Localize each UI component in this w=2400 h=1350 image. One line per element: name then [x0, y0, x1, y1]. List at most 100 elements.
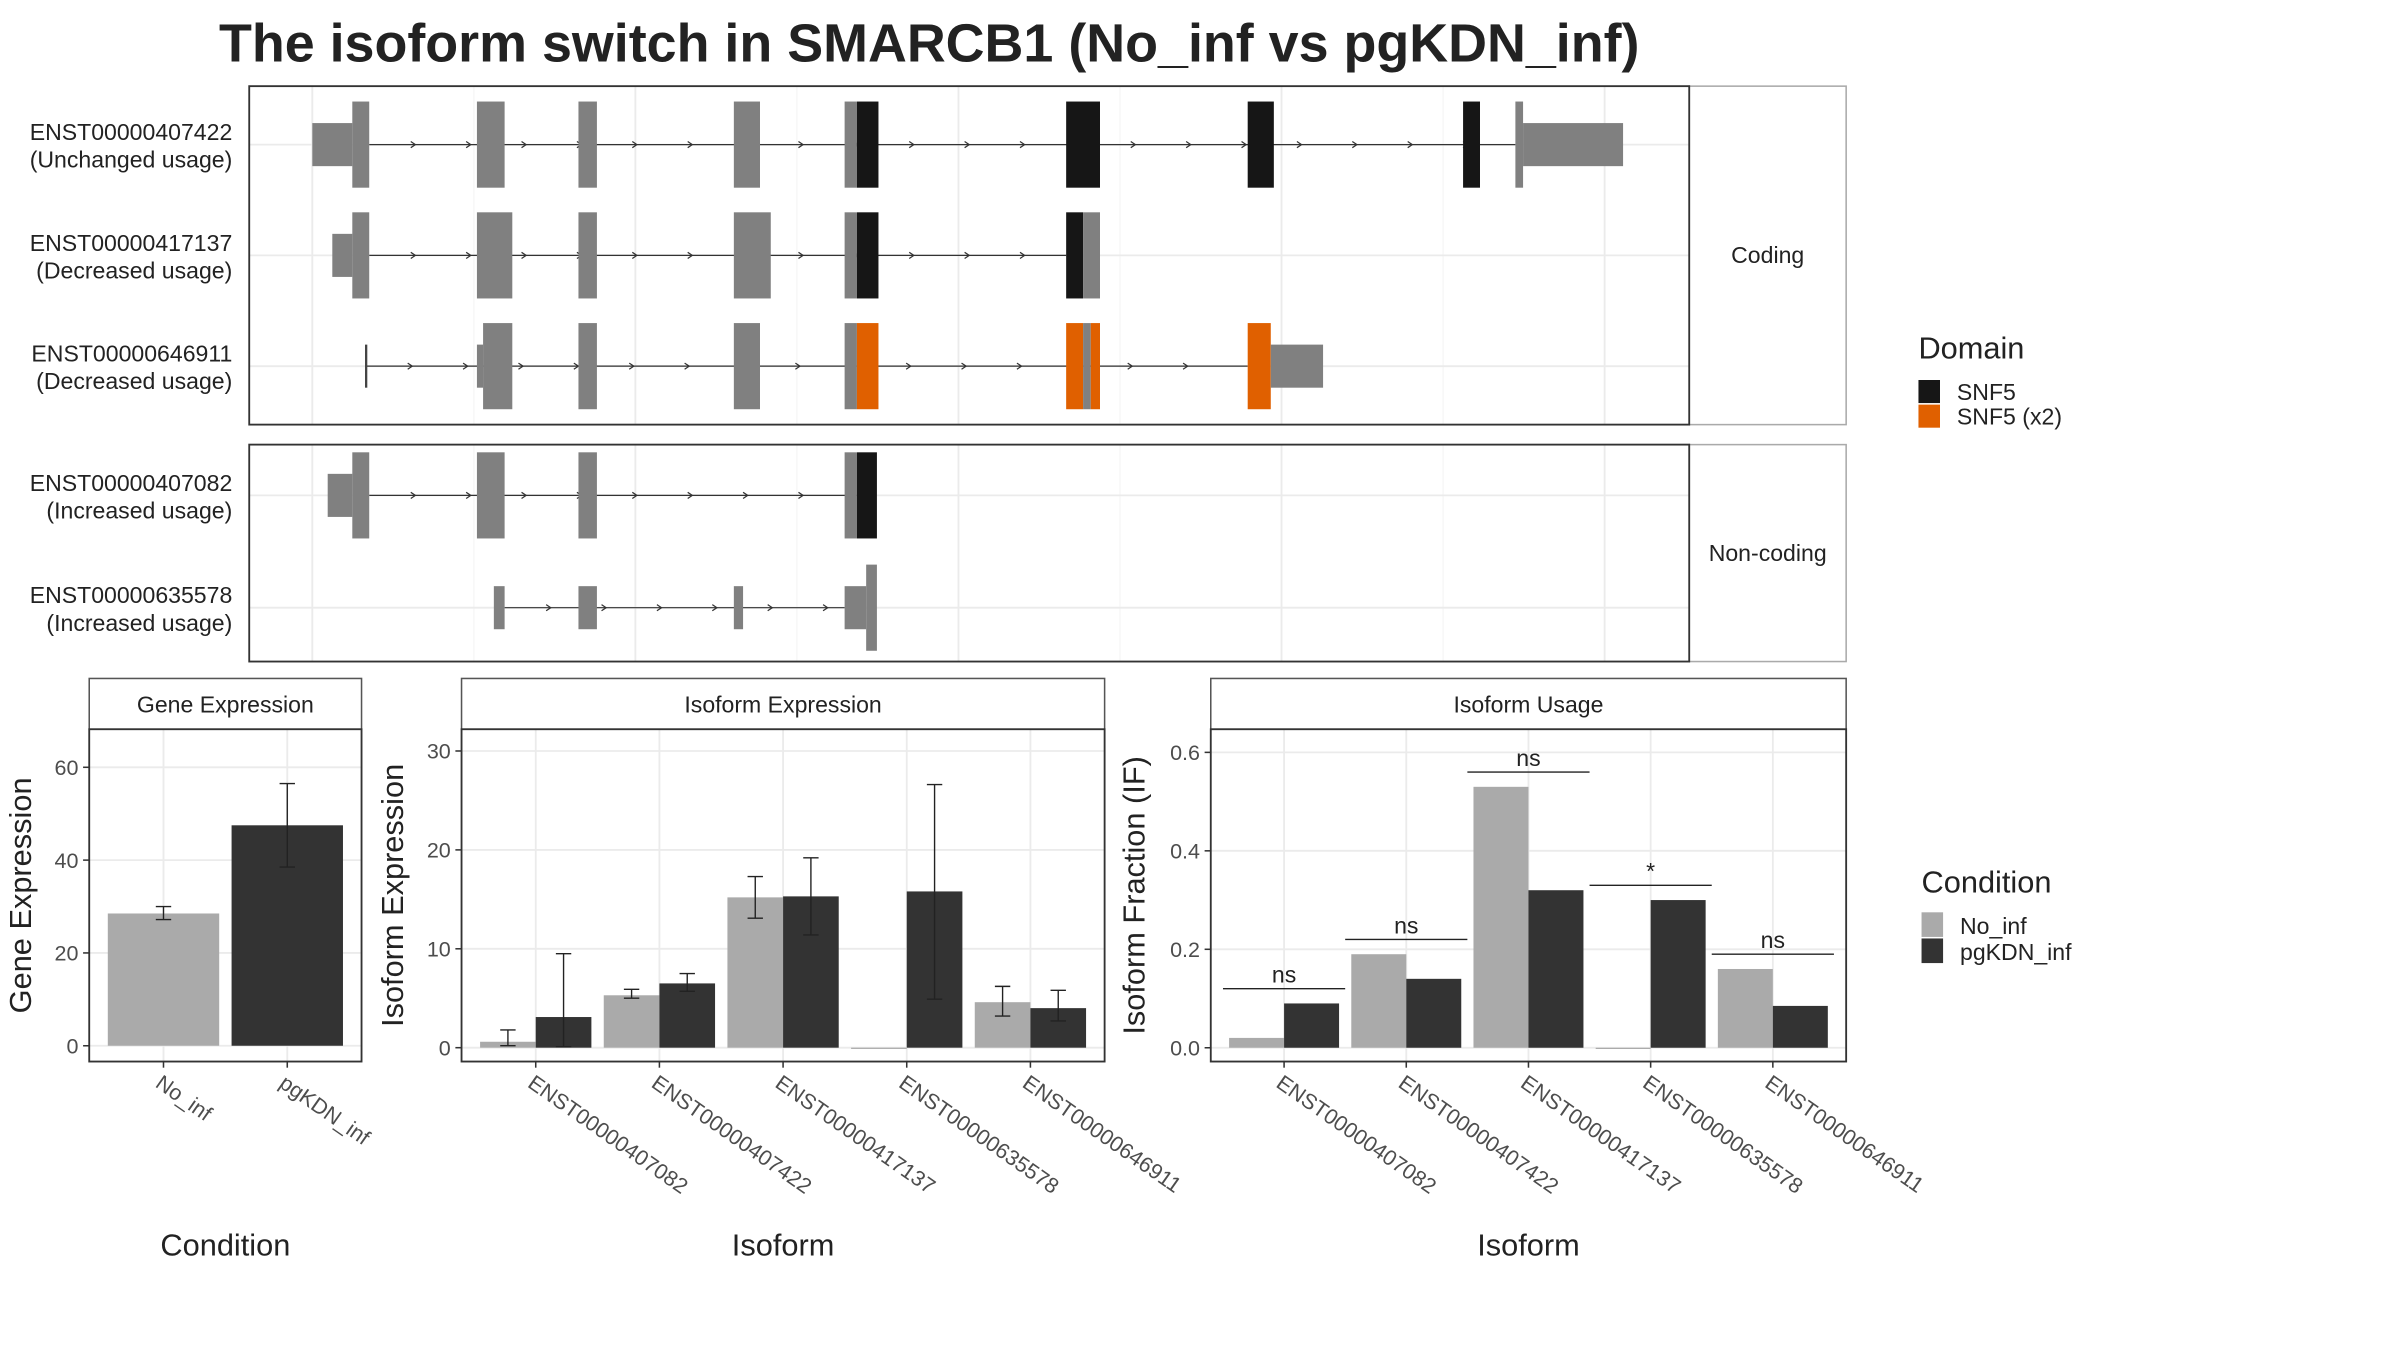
x-axis-title: Isoform: [732, 1227, 835, 1262]
figure-title: The isoform switch in SMARCB1 (No_inf vs…: [219, 14, 1640, 74]
bar: [107, 913, 220, 1046]
bar: [1717, 968, 1773, 1048]
facet-strip: [1688, 443, 1847, 663]
exon: [352, 452, 370, 539]
legend-key: [1918, 380, 1940, 404]
error-bar: [679, 972, 695, 993]
error-bar: [279, 782, 295, 868]
transcript-id: ENST00000635578: [30, 582, 233, 608]
exon: [1515, 101, 1524, 188]
intron-arrow: [518, 362, 525, 370]
legend-title: Domain: [1918, 330, 2024, 365]
error-bar: [623, 988, 640, 999]
exon: [856, 323, 879, 410]
intron-arrow: [1182, 362, 1189, 370]
y-tick-label: 0: [439, 1036, 451, 1060]
significance-label: *: [1646, 858, 1655, 884]
error-bar: [1050, 989, 1066, 1022]
intron-arrow: [521, 491, 528, 499]
exon: [1066, 323, 1084, 410]
y-tick-label: 20: [427, 839, 451, 863]
significance-label: ns: [1761, 927, 1785, 953]
intron-arrow: [908, 141, 915, 149]
intron-arrow: [684, 362, 691, 370]
exon: [483, 323, 513, 410]
intron-arrow: [822, 604, 829, 612]
legend-key: [1918, 404, 1940, 428]
intron-arrow: [1016, 362, 1023, 370]
transcript-id: ENST00000417137: [30, 230, 233, 256]
bar: [1473, 786, 1529, 1048]
panel-background: [249, 444, 1690, 662]
exon: [327, 473, 353, 517]
exon: [476, 344, 484, 388]
panel-title: Isoform Usage: [1453, 691, 1603, 717]
y-axis-title: Isoform Fraction (IF): [1117, 756, 1152, 1035]
error-bar: [994, 985, 1011, 1017]
intron-arrow: [465, 141, 472, 149]
error-bar: [155, 905, 172, 921]
exon: [578, 212, 597, 299]
transcript-usage: (Increased usage): [46, 497, 232, 523]
strip: [1210, 677, 1847, 731]
x-tick-label: No_inf: [151, 1071, 217, 1127]
x-axis-title: Condition: [160, 1227, 290, 1262]
exon: [844, 452, 857, 539]
y-tick-label: 0.0: [1170, 1036, 1200, 1060]
intron-arrow: [687, 141, 694, 149]
y-tick-label: 0: [66, 1034, 78, 1058]
bar: [1406, 978, 1462, 1048]
bar: [603, 995, 660, 1048]
x-axis-title: Isoform: [1477, 1227, 1580, 1262]
error-bar: [555, 953, 572, 1048]
legend-key: [1921, 938, 1944, 964]
intron-arrow: [410, 141, 417, 149]
exon: [476, 101, 505, 188]
intron-arrow: [711, 604, 719, 612]
exon: [733, 586, 744, 630]
exon: [844, 323, 857, 410]
intron-arrow: [795, 362, 802, 370]
intron-arrow: [545, 604, 552, 612]
exon: [844, 101, 857, 188]
intron-arrow: [742, 491, 749, 499]
panel-border: [88, 728, 363, 1063]
intron-arrow: [908, 251, 915, 259]
exon: [866, 564, 877, 651]
intron-arrow: [1019, 251, 1026, 259]
exon: [1066, 101, 1100, 188]
exon: [856, 212, 879, 299]
y-tick-label: 40: [55, 849, 79, 873]
intron-arrow: [631, 491, 639, 499]
y-tick-label: 30: [427, 740, 451, 764]
intron-arrow: [601, 604, 608, 612]
intron-arrow: [798, 491, 805, 499]
exon: [1463, 101, 1480, 188]
exon: [844, 586, 867, 630]
exon: [332, 233, 353, 277]
transcript-id: ENST00000646911: [31, 341, 232, 367]
bar: [1528, 890, 1584, 1048]
exon: [352, 212, 370, 299]
exon: [578, 101, 597, 188]
legend-label: SNF5: [1957, 379, 2016, 405]
y-tick-label: 10: [427, 937, 451, 961]
exon: [578, 452, 597, 539]
exon: [844, 212, 857, 299]
exon: [1247, 323, 1271, 410]
exon: [733, 212, 771, 299]
bar: [1351, 954, 1407, 1048]
intron-arrow: [905, 362, 912, 370]
intron-arrow: [521, 141, 528, 149]
intron-arrow: [964, 141, 971, 149]
intron-arrow: [1407, 141, 1414, 149]
significance-label: ns: [1394, 912, 1418, 938]
intron-arrow: [407, 362, 414, 370]
facet-label: Coding: [1731, 242, 1804, 268]
intron-arrow: [687, 251, 694, 259]
facet-label: Non-coding: [1709, 540, 1827, 566]
transcript-id: ENST00000407422: [30, 119, 233, 145]
panel-title: Isoform Expression: [684, 691, 881, 717]
error-bar: [926, 783, 943, 1000]
intron-arrow: [521, 251, 528, 259]
